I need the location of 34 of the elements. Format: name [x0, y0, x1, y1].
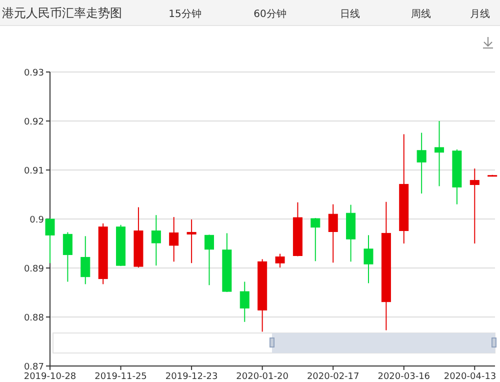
text: 周线	[411, 8, 431, 20]
x-tick-label: 2020-04-13	[444, 372, 496, 382]
text: 月线	[470, 8, 490, 20]
candlestick	[151, 214, 161, 266]
text: 日线	[340, 8, 360, 20]
x-tick-label: 2020-01-20	[236, 372, 289, 382]
y-tick-label: 0.93	[24, 68, 44, 78]
chart-title: 港元人民币汇率走势图	[2, 6, 122, 20]
candlestick	[364, 234, 374, 284]
x-tick-label: 2020-03-16	[378, 372, 430, 382]
candlestick	[470, 168, 480, 244]
y-tick-label: 0.88	[24, 314, 44, 324]
candlestick	[240, 281, 250, 322]
candlestick	[204, 234, 214, 286]
y-tick-label: 0.92	[24, 118, 44, 128]
y-tick-label: 0.91	[24, 166, 44, 176]
x-tick-label: 2019-11-25	[94, 372, 147, 382]
x-tick-label: 2019-10-28	[24, 372, 76, 382]
text: 60分钟	[254, 8, 286, 20]
candlestick	[186, 218, 196, 264]
y-tick-label: 0.87	[24, 362, 44, 372]
candlestick	[275, 253, 285, 268]
candlestick	[434, 120, 444, 187]
y-tick-label: 0.9	[30, 216, 44, 226]
candlestick	[416, 132, 426, 194]
y-tick-label: 0.89	[24, 264, 44, 274]
candlestick	[328, 204, 338, 264]
x-tick-label: 2019-12-23	[165, 372, 218, 382]
text: 15分钟	[168, 8, 202, 20]
candlestick	[310, 218, 320, 262]
x-tick-label: 2020-02-17	[306, 372, 360, 382]
candlestick	[169, 216, 179, 262]
candlestick	[80, 236, 90, 285]
candlestick	[62, 232, 72, 282]
